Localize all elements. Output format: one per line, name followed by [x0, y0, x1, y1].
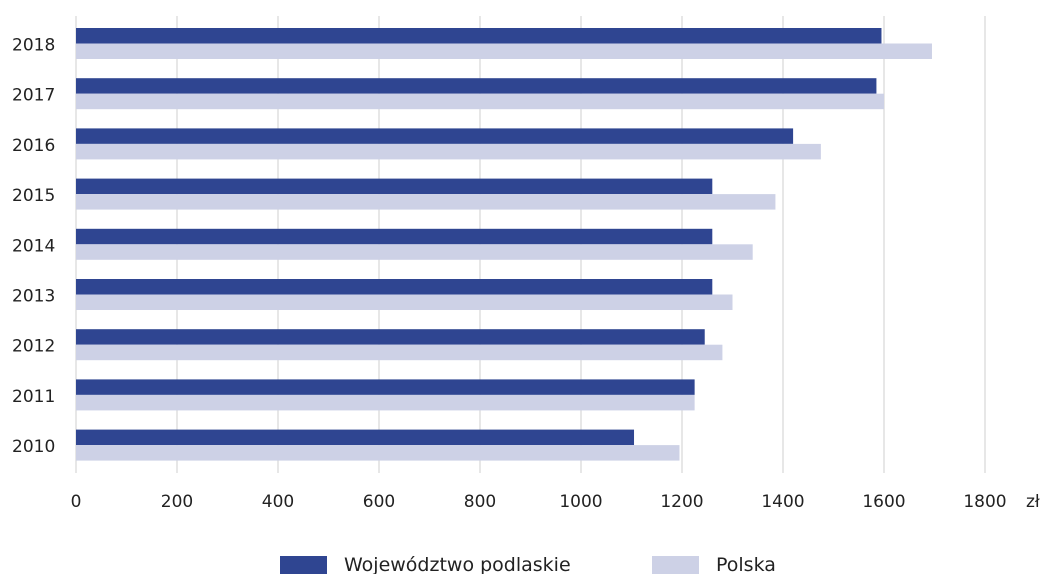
bar-podlaskie: [76, 329, 705, 345]
x-tick-label: 1000: [559, 492, 602, 512]
bar-polska: [76, 143, 821, 160]
legend-label-podlaskie: Województwo podlaskie: [344, 554, 571, 574]
bar-podlaskie: [76, 178, 713, 195]
bar-polska: [76, 43, 932, 59]
bar-podlaskie: [76, 279, 713, 295]
legend-swatch-podlaskie: [280, 556, 327, 574]
bar-podlaskie: [76, 78, 877, 94]
bar-polska: [76, 344, 723, 361]
x-tick-label: 400: [262, 492, 294, 512]
legend-label-polska: Polska: [716, 554, 776, 574]
category-label: 2010: [12, 437, 55, 457]
category-label: 2011: [12, 387, 55, 407]
x-tick-label: 1800: [963, 492, 1006, 512]
bar-polska: [76, 445, 680, 461]
category-label: 2016: [12, 136, 55, 156]
x-tick-label: 0: [71, 492, 82, 512]
bar-polska: [76, 394, 695, 411]
x-tick-label: 200: [161, 492, 193, 512]
category-labels: 2018 2017 2016 2015 2014 2013 2012 2011 2010: [12, 36, 55, 458]
x-tick-label: 1600: [862, 492, 905, 512]
bar-podlaskie: [76, 28, 882, 44]
x-tick-label: 600: [363, 492, 395, 512]
category-label: 2018: [12, 36, 55, 56]
category-label: 2017: [12, 86, 55, 106]
x-tick-label: 1200: [660, 492, 703, 512]
bar-podlaskie: [76, 379, 695, 395]
x-tick-label: 1400: [761, 492, 804, 512]
bar-polska: [76, 294, 733, 310]
x-tick-labels: 0 200 400 600 800 1000 1200 1400 1600 1800: [71, 492, 1007, 512]
x-tick-label: 800: [464, 492, 496, 512]
bar-podlaskie: [76, 429, 635, 446]
category-label: 2015: [12, 186, 55, 206]
bars: [76, 28, 932, 461]
bar-podlaskie: [76, 228, 713, 245]
bar-polska: [76, 93, 884, 110]
category-label: 2014: [12, 236, 55, 256]
category-label: 2013: [12, 287, 55, 307]
bar-polska: [76, 244, 753, 260]
bar-polska: [76, 194, 776, 210]
category-label: 2012: [12, 337, 55, 357]
legend-swatch-polska: [652, 556, 699, 574]
legend: Województwo podlaskie Polska: [280, 554, 776, 574]
x-unit-label: zł: [1026, 492, 1040, 512]
bar-podlaskie: [76, 128, 794, 144]
